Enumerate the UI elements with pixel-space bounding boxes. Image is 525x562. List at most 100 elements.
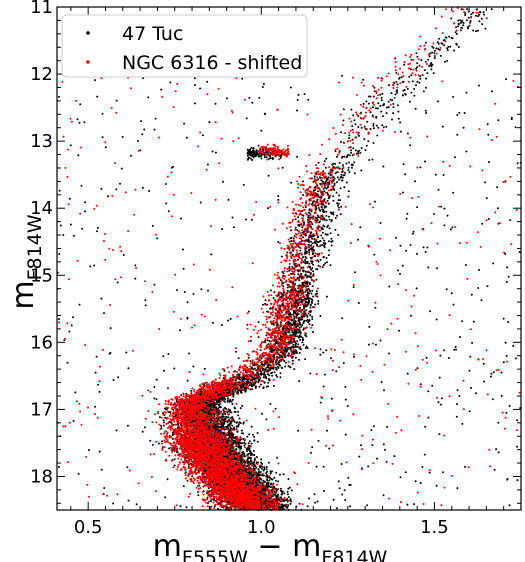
data-point [333,182,336,185]
data-point [291,362,294,365]
data-point [284,505,287,508]
data-point [162,419,165,422]
data-point [249,360,252,363]
data-point [301,337,304,339]
data-point [455,26,458,29]
data-point [337,199,340,202]
data-point [270,372,272,375]
data-point [326,261,328,264]
data-point [250,425,253,428]
data-point [317,190,319,193]
data-point [222,415,225,418]
data-point [260,458,263,461]
data-point [255,461,258,464]
data-point [252,465,255,468]
data-point [173,464,176,467]
data-point [271,470,273,473]
data-point [336,202,339,205]
data-point [423,69,426,72]
data-point [367,140,370,143]
data-point [318,196,321,199]
data-point [175,400,178,403]
data-point [186,479,189,482]
data-point [311,247,314,250]
data-point [369,111,372,114]
data-point [220,415,223,418]
data-point [313,175,316,178]
data-point [298,352,301,354]
data-point [275,355,278,358]
data-point [301,341,304,344]
data-point [305,345,308,348]
data-point [309,304,312,307]
data-point [332,199,335,202]
data-point [311,285,314,288]
data-point [322,170,325,173]
data-point [446,47,449,50]
data-point [297,216,300,219]
data-point [229,399,231,402]
data-points-layer [56,6,522,511]
data-point [263,466,266,469]
data-point [348,134,351,137]
data-point [310,276,312,279]
data-point [254,386,257,389]
data-point [293,235,296,237]
data-point [264,374,267,377]
data-point [472,29,475,32]
data-point [323,198,326,201]
data-point [160,425,163,427]
data-point [325,157,328,160]
data-point [300,325,303,328]
data-point [302,194,305,196]
data-point [446,49,449,52]
data-point [298,334,301,337]
data-point [296,340,299,343]
data-point [306,318,309,321]
data-point [225,407,228,410]
data-point [250,442,253,445]
data-point [342,174,345,177]
data-point [352,114,355,117]
data-point [251,388,254,391]
data-point [247,356,250,359]
data-point [303,230,306,233]
data-point [324,166,327,169]
data-point [230,400,233,403]
data-point [310,268,313,271]
data-point [256,432,259,434]
data-point [475,14,477,17]
data-point [428,55,431,58]
data-point [304,347,307,349]
data-point [282,473,285,476]
data-point [280,255,283,258]
data-point [438,48,441,51]
data-point [266,339,269,342]
data-point [391,99,394,102]
data-point [289,499,292,502]
data-point [457,25,459,28]
data-point [274,479,277,482]
data-point [306,280,309,283]
data-point [262,479,265,482]
data-point [328,249,330,252]
data-point [302,236,304,239]
data-point [261,467,263,470]
data-point [330,237,333,240]
data-point [158,442,160,445]
data-point [271,374,274,377]
data-point [448,35,451,38]
data-point [304,206,307,208]
data-point [319,220,322,223]
data-point [372,95,375,98]
data-point [328,227,331,230]
data-point [335,181,338,184]
data-point [273,476,276,479]
data-point [344,172,346,174]
data-point [391,118,393,121]
data-point [339,141,342,143]
data-point [413,88,416,90]
data-point [461,19,464,22]
data-point [469,21,472,24]
